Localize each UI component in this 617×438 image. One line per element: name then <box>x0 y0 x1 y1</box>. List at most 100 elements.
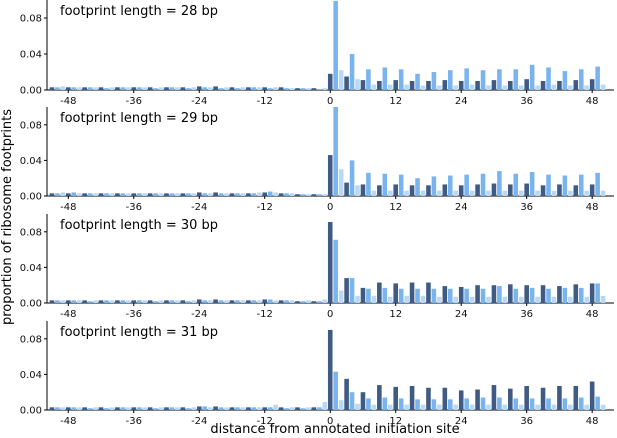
bar-frame-1-x-38 <box>120 407 126 410</box>
bar-frame-2-x11 <box>387 190 393 196</box>
bar-frame-0-x30 <box>491 80 497 90</box>
bar-frame-2-x50 <box>600 295 606 303</box>
bar-frame-1-x-23 <box>202 300 207 303</box>
bar-frame-2-x-22 <box>207 300 213 303</box>
bar-frame-2-x23 <box>453 296 459 303</box>
bar-frame-0-x-33 <box>147 300 153 303</box>
bar-frame-2-x50 <box>600 190 606 196</box>
bar-frame-1-x43 <box>562 71 568 90</box>
bar-frame-0-x-9 <box>278 87 284 90</box>
bar-frame-2-x38 <box>535 85 540 90</box>
bar-frame-0-x-6 <box>295 407 300 410</box>
bar-frame-0-x27 <box>475 285 480 303</box>
bar-frame-0-x-33 <box>147 193 153 196</box>
bar-frame-2-x-7 <box>289 407 295 410</box>
bar-frame-2-x-49 <box>60 86 66 90</box>
bar-frame-1-x-35 <box>136 407 142 410</box>
bar-frame-2-x26 <box>469 190 475 196</box>
bar-frame-0-x-36 <box>131 300 137 303</box>
bar-frame-0-x48 <box>589 381 595 410</box>
bar-frame-2-x-37 <box>126 193 131 196</box>
x-tick-label: 0 <box>327 416 333 427</box>
bar-frame-2-x-25 <box>191 87 197 90</box>
bar-frame-1-x34 <box>513 288 519 303</box>
bar-frame-2-x5 <box>355 185 360 196</box>
bar-frame-1-x-41 <box>104 88 109 90</box>
bar-frame-0-x-9 <box>278 193 284 196</box>
bar-frame-2-x2 <box>338 169 344 196</box>
bar-frame-1-x-8 <box>284 88 289 90</box>
bar-frame-1-x-2 <box>317 301 322 303</box>
bar-frame-1-x25 <box>464 398 469 410</box>
bar-frame-1-x13 <box>398 69 404 90</box>
bar-frame-1-x-47 <box>71 87 77 90</box>
bar-frame-1-x-29 <box>169 193 175 196</box>
bar-frame-2-x-10 <box>273 404 278 410</box>
bar-frame-2-x-34 <box>142 87 147 90</box>
bar-frame-2-x-1 <box>322 401 328 410</box>
bar-frame-1-x40 <box>546 398 551 410</box>
bar-frame-0-x30 <box>491 183 497 196</box>
bar-frame-0-x-45 <box>82 407 87 410</box>
bar-frame-0-x-18 <box>229 193 235 196</box>
bar-frame-1-x25 <box>464 68 469 90</box>
x-tick-label: -36 <box>126 96 142 107</box>
bar-frame-0-x-51 <box>49 87 55 90</box>
bar-frame-1-x-20 <box>218 193 224 196</box>
x-tick-label: 48 <box>586 202 599 213</box>
bar-frame-0-x-45 <box>82 87 87 90</box>
bar-frame-0-x-9 <box>278 300 284 303</box>
bar-frame-2-x-13 <box>256 300 262 303</box>
bar-frame-0-x-42 <box>98 193 104 196</box>
bar-frame-0-x-51 <box>49 193 55 196</box>
bar-frame-2-x32 <box>502 85 508 90</box>
bar-frame-0-x-24 <box>196 299 202 303</box>
bar-frame-1-x-32 <box>153 408 158 410</box>
bar-frame-2-x-43 <box>93 193 98 196</box>
x-tick-label: 0 <box>327 309 333 320</box>
bar-frame-0-x30 <box>491 285 497 303</box>
bar-frame-1-x40 <box>546 67 551 90</box>
bar-frame-2-x23 <box>453 190 459 196</box>
bar-frame-1-x25 <box>464 174 469 196</box>
bar-frame-2-x-28 <box>175 300 180 303</box>
bar-frame-0-x42 <box>557 286 562 303</box>
bar-frame-2-x20 <box>437 296 442 303</box>
bar-frame-0-x45 <box>573 385 579 410</box>
bar-frame-2-x20 <box>437 404 442 410</box>
bar-frame-2-x5 <box>355 403 360 410</box>
bar-frame-1-x-8 <box>284 193 289 196</box>
bar-frame-1-x-5 <box>300 194 306 196</box>
bar-frame-1-x7 <box>366 172 371 196</box>
bar-frame-1-x-50 <box>55 407 60 410</box>
y-tick-label: 0.04 <box>20 263 42 274</box>
bar-frame-2-x26 <box>469 84 475 90</box>
bar-frame-0-x45 <box>573 284 579 303</box>
bar-frame-0-x-42 <box>98 407 104 410</box>
bar-frame-0-x21 <box>442 184 448 196</box>
x-tick-label: 24 <box>455 309 468 320</box>
bar-frame-1-x-35 <box>136 193 142 196</box>
bar-frame-1-x16 <box>415 399 420 410</box>
bar-frame-0-x-15 <box>246 87 251 90</box>
x-tick-label: -12 <box>257 202 273 213</box>
bar-frame-2-x-28 <box>175 87 180 90</box>
bar-frame-2-x-4 <box>306 407 311 410</box>
bar-frame-0-x-48 <box>65 300 71 303</box>
bar-frame-1-x-20 <box>218 300 224 303</box>
bar-frame-1-x49 <box>595 396 600 410</box>
bar-frame-0-x18 <box>426 282 431 303</box>
bar-frame-1-x-47 <box>71 300 77 303</box>
bar-frame-0-x42 <box>557 81 562 90</box>
bar-frame-2-x-34 <box>142 407 147 410</box>
bar-frame-0-x-15 <box>246 300 251 303</box>
bar-frame-0-x-12 <box>262 407 268 410</box>
panel-title: footprint length = 29 bp <box>60 111 218 126</box>
bar-frame-2-x-31 <box>158 407 164 410</box>
bar-frame-2-x-37 <box>126 300 131 303</box>
bar-frame-2-x-46 <box>76 87 82 90</box>
bar-frame-2-x38 <box>535 190 540 196</box>
bar-frame-0-x-39 <box>115 87 120 90</box>
bar-frame-2-x-37 <box>126 407 131 410</box>
bar-frame-0-x3 <box>344 76 349 90</box>
